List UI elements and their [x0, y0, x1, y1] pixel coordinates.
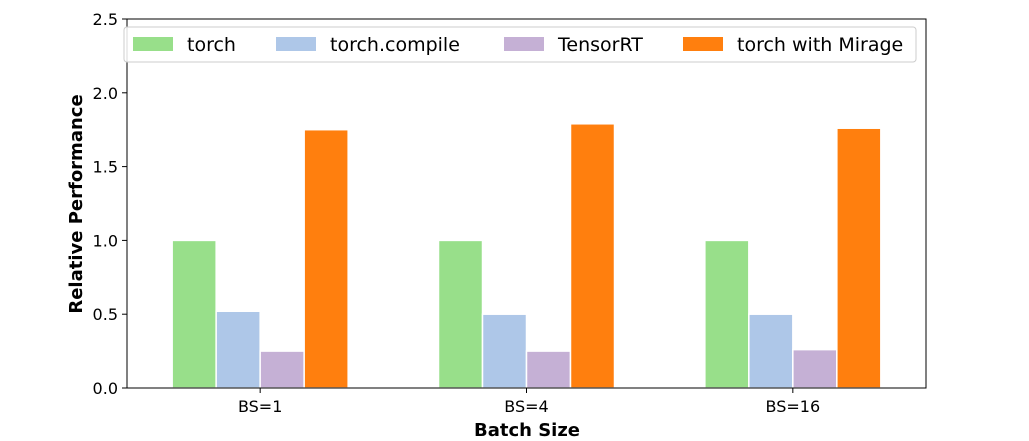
bars-group [171, 123, 882, 389]
x-axis-ticks: BS=1 BS=4 BS=16 [238, 388, 820, 416]
bar-torch-compile-bs-4 [481, 313, 528, 389]
legend-swatch [276, 37, 316, 51]
legend-label: torch.compile [330, 34, 460, 56]
y-tick-label: 2.0 [93, 84, 118, 103]
x-tick-label: BS=4 [504, 397, 548, 416]
bar-torch-bs-4 [437, 239, 484, 389]
bar-torch-compile-bs-1 [215, 310, 261, 389]
y-tick-label: 0.0 [93, 379, 118, 398]
legend-label: TensorRT [557, 34, 643, 56]
bar-torch-with-mirage-bs-1 [303, 128, 349, 389]
bar-torch-with-mirage-bs-4 [569, 123, 616, 389]
legend-label: torch with Mirage [737, 34, 903, 56]
y-tick-label: 1.0 [93, 231, 118, 250]
legend-swatch [504, 37, 544, 51]
plot-frame [126, 18, 927, 389]
bar-tensorrt-bs-4 [525, 350, 572, 389]
y-axis-ticks: 0.0 0.5 1.0 1.5 2.0 2.5 [93, 10, 127, 398]
bar-torch-compile-bs-16 [748, 313, 794, 389]
bar-torch-bs-16 [704, 239, 750, 389]
bar-torch-with-mirage-bs-16 [836, 127, 882, 389]
y-axis-title: Relative Performance [66, 94, 87, 313]
legend-swatch [683, 37, 723, 51]
legend-label: torch [187, 34, 236, 56]
x-tick-label: BS=1 [238, 397, 282, 416]
bar-tensorrt-bs-1 [259, 350, 305, 389]
y-tick-label: 0.5 [93, 305, 118, 324]
bar-torch-bs-1 [171, 239, 217, 389]
legend-swatch [133, 37, 173, 51]
legend: torch torch.compile TensorRT torch with Mir… [123, 26, 917, 63]
x-axis-title: Batch Size [474, 420, 580, 441]
y-tick-label: 2.5 [93, 10, 118, 29]
bar-tensorrt-bs-16 [792, 348, 838, 389]
x-tick-label: BS=16 [766, 397, 821, 416]
y-tick-label: 1.5 [93, 158, 118, 177]
